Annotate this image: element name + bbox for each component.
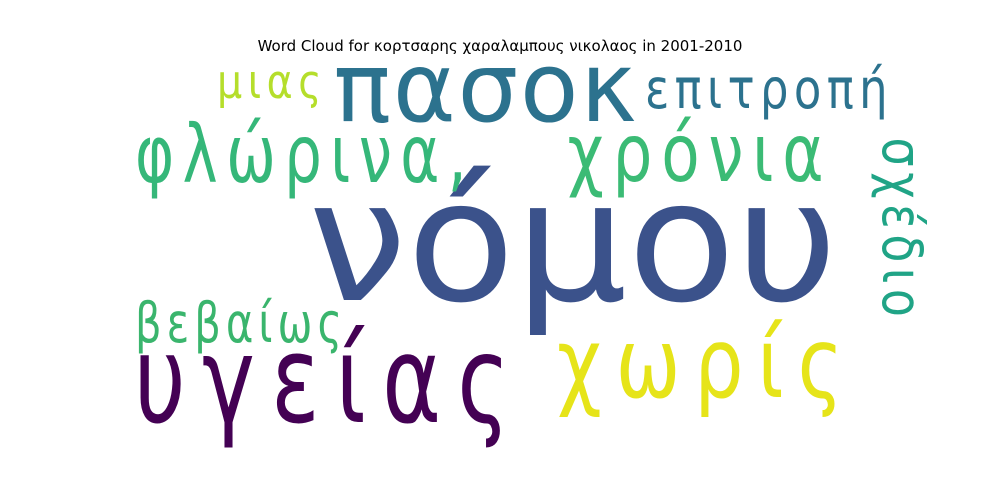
word-4: χωρίς: [557, 307, 857, 420]
word-1: νόμου: [308, 144, 838, 340]
word-7: επιτροπή: [645, 58, 893, 122]
word-9: σχέδιο: [869, 138, 933, 323]
word-2: υγείας: [134, 310, 526, 451]
word-6: χρόνια: [568, 107, 833, 201]
word-10: μιας: [217, 55, 327, 110]
word-8: βεβαίως: [135, 292, 347, 356]
word-5: φλώρινα,: [135, 108, 475, 202]
chart-title: Word Cloud for κορτσαρης χαραλαμπους νικ…: [257, 37, 743, 55]
word-3: πασοκ: [334, 31, 639, 144]
